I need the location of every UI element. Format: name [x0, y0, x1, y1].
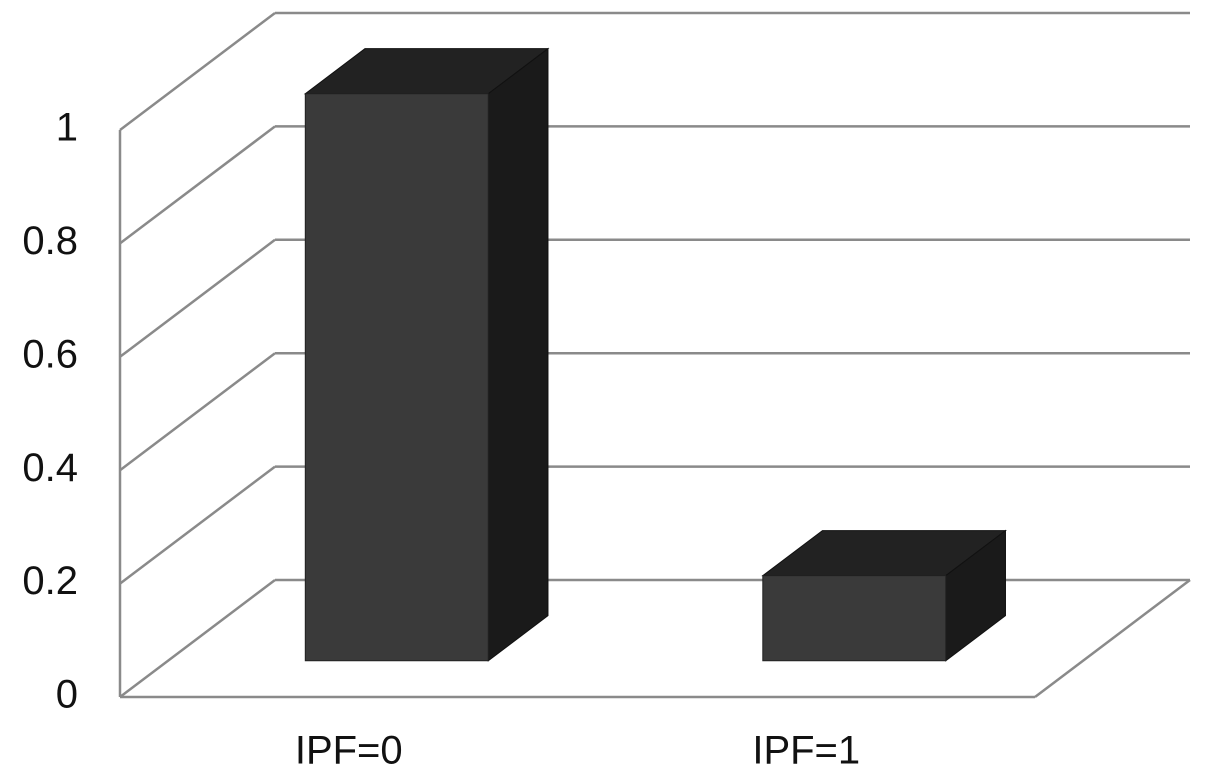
- grid-line: [119, 238, 276, 358]
- grid-line: [119, 12, 276, 131]
- y-tick-label: 0: [56, 673, 78, 717]
- x-tick-label: IPF=0: [295, 729, 403, 773]
- axis-line: [1034, 579, 1191, 698]
- bar-side: [487, 47, 549, 662]
- y-tick-label: 1: [56, 106, 78, 150]
- y-tick-label: 0.2: [22, 559, 78, 603]
- grid-line: [119, 125, 276, 245]
- y-tick-label: 0.4: [22, 446, 78, 490]
- x-tick-label: IPF=1: [752, 729, 860, 773]
- grid-line: [119, 352, 276, 472]
- bar: [762, 575, 947, 662]
- grid-line: [119, 579, 276, 698]
- grid-line: [119, 465, 276, 585]
- bar: [304, 93, 489, 662]
- y-tick-label: 0.6: [22, 332, 78, 376]
- y-tick-label: 0.8: [22, 219, 78, 263]
